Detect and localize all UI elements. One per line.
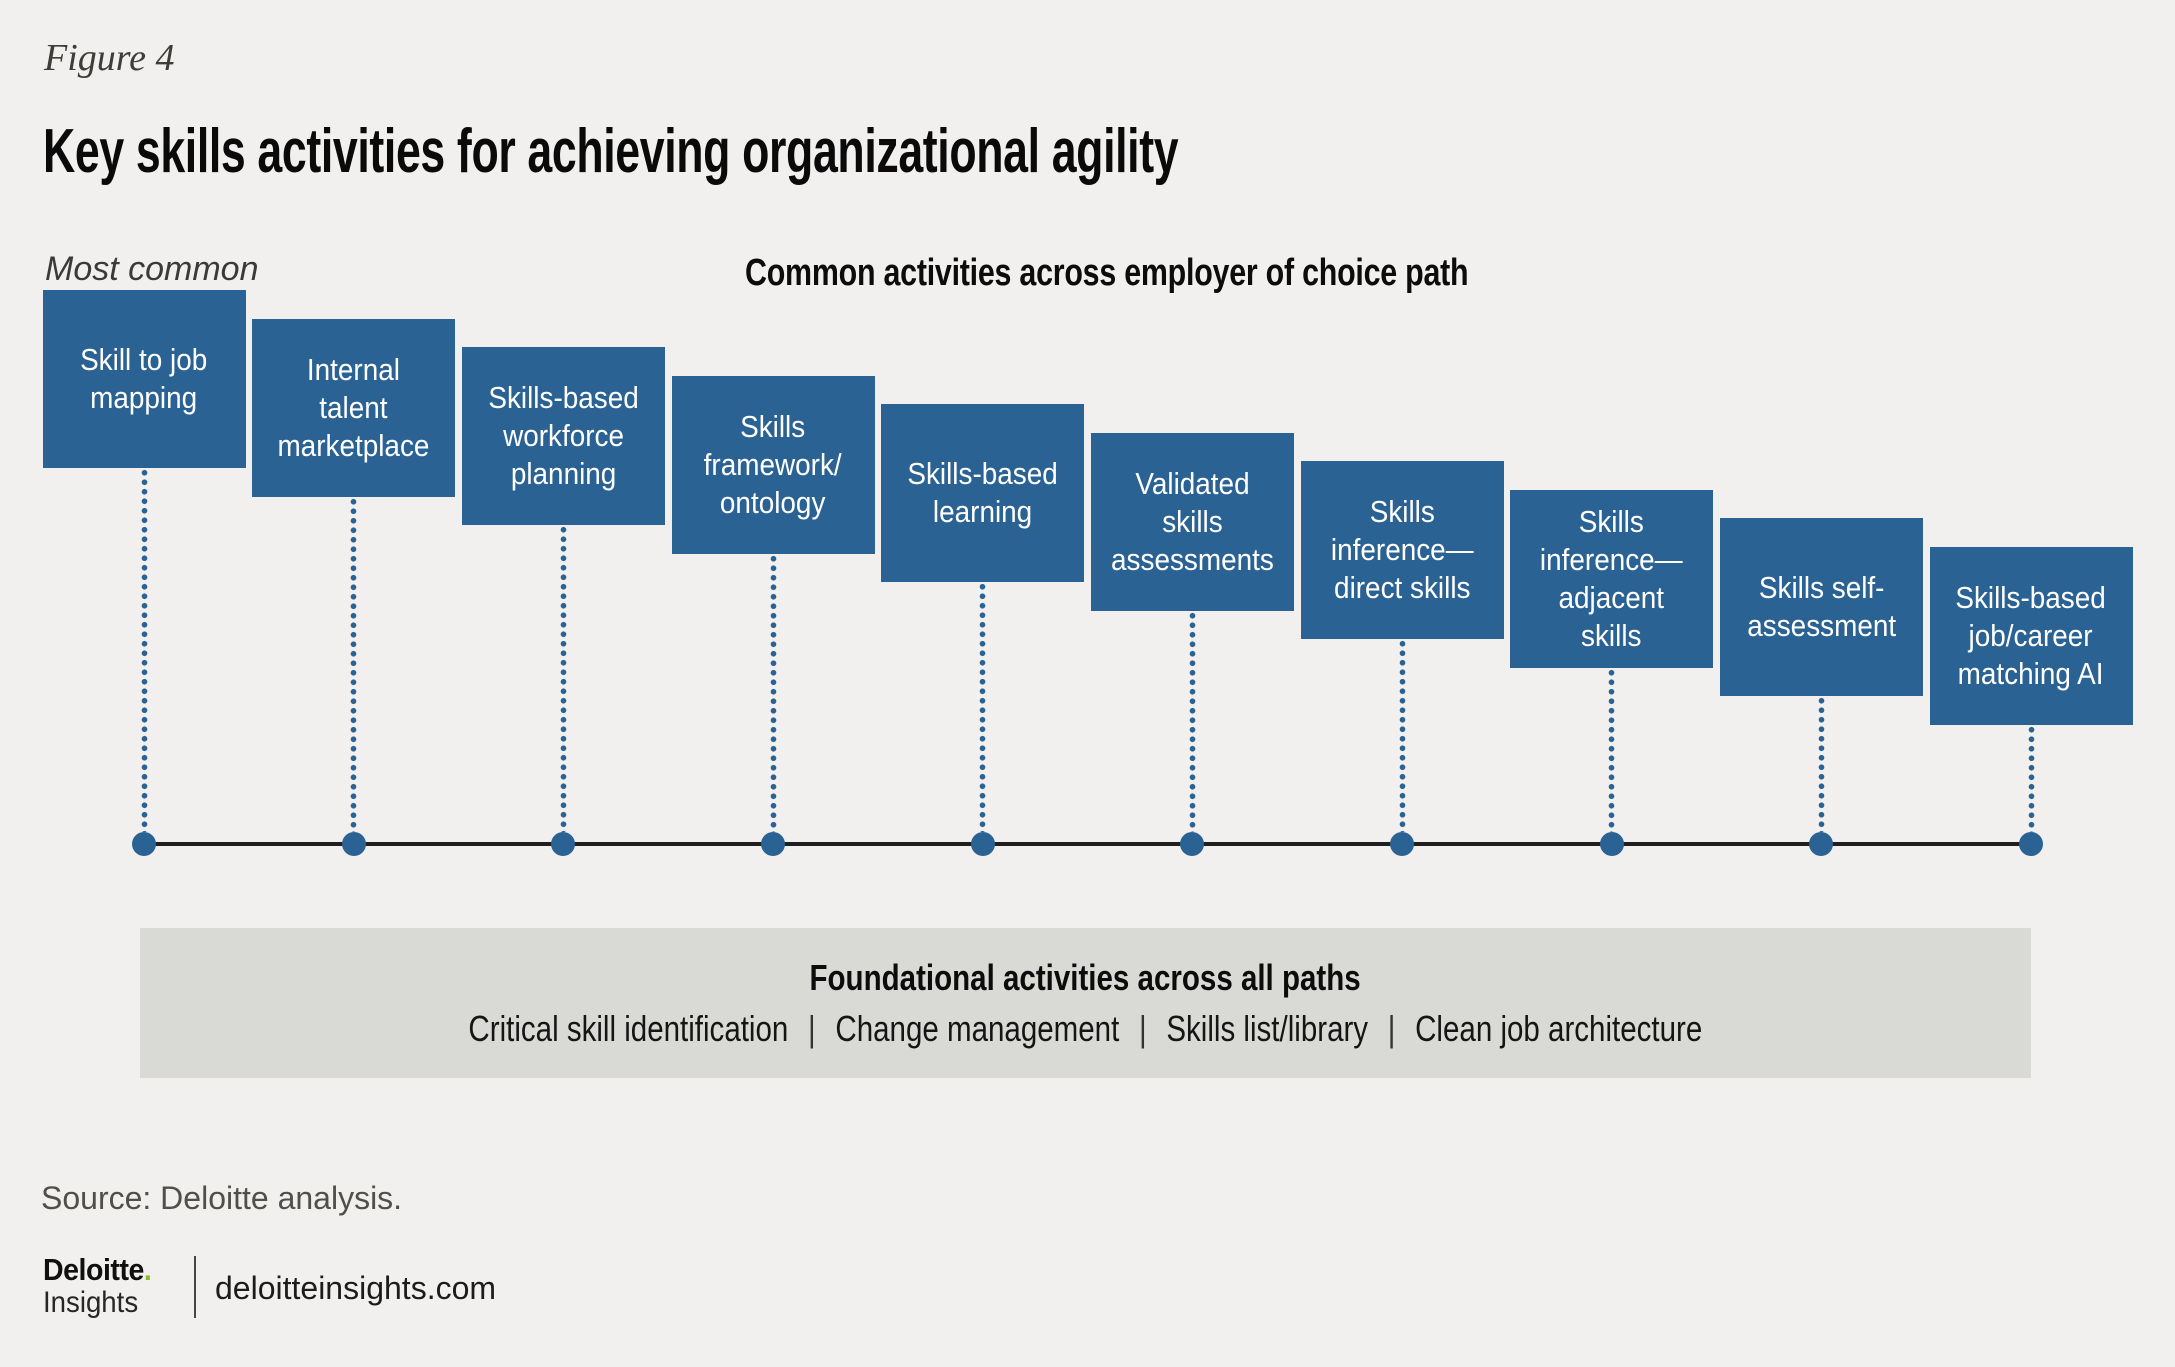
dotted-connector: [1187, 610, 1197, 832]
dotted-connector: [1607, 667, 1617, 832]
foundation-item: Critical skill identification: [468, 1007, 789, 1049]
activity-label: Internal talent marketplace: [277, 351, 430, 463]
timeline-dot: [1390, 832, 1415, 856]
activity-label: Skills self- assessment: [1746, 570, 1896, 644]
activity-label: Skills inference— adjacent skills: [1540, 503, 1684, 653]
timeline-axis: [144, 842, 2031, 846]
deloitte-logo: Deloitte.: [43, 1252, 152, 1288]
foundation-item: Clean job architecture: [1415, 1007, 1703, 1049]
foundation-item: Change management: [835, 1007, 1120, 1049]
foundation-title: Foundational activities across all paths: [809, 956, 1362, 998]
activity-box: Skills-based learning: [881, 404, 1085, 583]
logo-green-dot: .: [143, 1252, 152, 1287]
activity-label: Validated skills assessments: [1110, 465, 1274, 577]
activity-box: Validated skills assessments: [1090, 432, 1294, 611]
activity-label: Skills inference— direct skills: [1330, 494, 1474, 606]
common-path-label: Common activities across employer of cho…: [745, 252, 1469, 294]
most-common-label: Most common: [45, 250, 259, 288]
dotted-connector: [768, 553, 778, 832]
activity-box: Skill to job mapping: [42, 290, 246, 468]
activity-box: Skills self- assessment: [1719, 518, 1923, 697]
foundation-panel: Foundational activities across all paths…: [140, 928, 2031, 1078]
foundation-items: Critical skill identification | Change man…: [469, 1008, 1703, 1050]
activity-box: Skills framework/ ontology: [671, 375, 875, 554]
timeline-dot: [2019, 832, 2044, 856]
timeline-dot: [1599, 832, 1624, 856]
source-note: Source: Deloitte analysis.: [41, 1180, 403, 1216]
timeline-dot: [1180, 832, 1205, 856]
activity-label: Skills-based job/career matching AI: [1955, 580, 2107, 692]
activity-box: Skills-based workforce planning: [461, 347, 665, 526]
timeline-dot: [970, 832, 995, 856]
page-title: Key skills activities for achieving orga…: [43, 117, 1179, 186]
activity-box: Skills-based job/career matching AI: [1929, 547, 2133, 726]
timeline-dot: [1809, 832, 1834, 856]
foundation-item: Skills list/library: [1166, 1007, 1369, 1049]
separator: |: [1387, 1007, 1396, 1049]
activity-label: Skill to job mapping: [80, 342, 208, 415]
activity-label: Skills-based learning: [907, 456, 1058, 530]
activity-box: Skills inference— direct skills: [1300, 461, 1504, 640]
dotted-connector: [2026, 725, 2036, 832]
logo-wordmark: Deloitte: [43, 1252, 144, 1287]
dotted-connector: [978, 582, 988, 832]
separator: |: [1139, 1007, 1147, 1049]
timeline-dot: [761, 832, 785, 856]
separator: |: [808, 1007, 816, 1049]
figure-number-label: Figure 4: [44, 37, 175, 79]
activity-box: Internal talent marketplace: [252, 318, 456, 497]
activity-label: Skills framework/ ontology: [704, 408, 842, 520]
dotted-connector: [349, 496, 359, 832]
logo-divider: [194, 1256, 196, 1318]
timeline-dot: [341, 832, 366, 856]
activity-box: Skills inference— adjacent skills: [1510, 489, 1714, 668]
dotted-connector: [139, 468, 149, 832]
dotted-connector: [1397, 639, 1407, 832]
timeline-dot: [132, 832, 156, 856]
logo-insights: Insights: [43, 1286, 139, 1319]
dotted-connector: [1816, 696, 1826, 832]
dotted-connector: [558, 525, 568, 832]
timeline-dot: [551, 832, 576, 856]
activity-label: Skills-based workforce planning: [488, 380, 639, 492]
site-url: deloitteinsights.com: [215, 1270, 497, 1306]
